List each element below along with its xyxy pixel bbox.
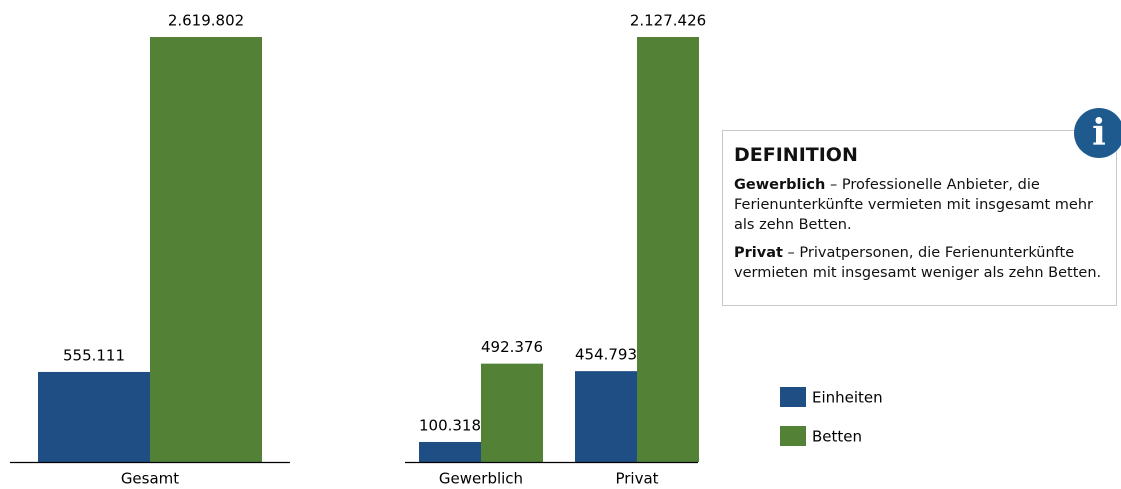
x-tick-label: Gesamt (121, 470, 179, 488)
definition-item: Privat – Privatpersonen, die Ferienunter… (734, 243, 1104, 283)
bar: Einheiten (38, 371, 150, 462)
info-icon: i (1074, 108, 1121, 158)
bar (575, 371, 637, 462)
legend-label: Betten (812, 428, 862, 446)
bar (481, 363, 543, 462)
value-label: 492.376 (481, 338, 543, 356)
bar: Betten (150, 37, 262, 462)
definition-box: DEFINITION Gewerblich – Professionelle A… (722, 130, 1117, 306)
term: Privat (734, 245, 783, 261)
x-tick-label: Privat (615, 470, 658, 488)
legend-swatch (780, 426, 806, 446)
x-tick-label: Gewerblich (439, 470, 523, 488)
value-label: 555.111 (63, 346, 125, 364)
value-label: 2.619.802 (168, 12, 244, 30)
definition-title: DEFINITION (734, 144, 858, 166)
value-label: 2.127.426 (630, 12, 706, 30)
term-text: – Privatpersonen, die Ferienunterkünfte … (734, 245, 1102, 281)
legend-swatch (780, 387, 806, 407)
value-label: 100.318 (419, 416, 481, 434)
bar (637, 37, 699, 462)
term: Gewerblich (734, 177, 826, 193)
value-label: 454.793 (575, 346, 637, 364)
legend-label: Einheiten (812, 389, 883, 407)
bar (419, 441, 481, 462)
term-text: – Professionelle Anbieter, die Ferienunt… (734, 177, 1094, 233)
definition-item: Gewerblich – Professionelle Anbieter, di… (734, 175, 1104, 235)
